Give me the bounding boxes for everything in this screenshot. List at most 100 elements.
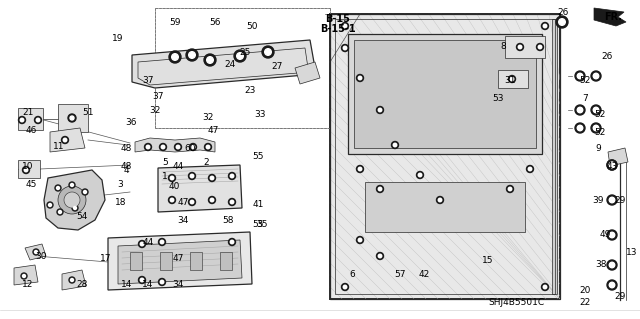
- Text: 47: 47: [207, 126, 219, 135]
- Circle shape: [356, 166, 364, 173]
- Circle shape: [228, 239, 236, 246]
- Text: 29: 29: [614, 292, 626, 301]
- Text: 11: 11: [53, 142, 65, 151]
- Text: 42: 42: [419, 270, 429, 279]
- Circle shape: [175, 144, 182, 151]
- Text: 34: 34: [177, 216, 189, 225]
- Text: 27: 27: [271, 62, 283, 71]
- Circle shape: [204, 54, 216, 66]
- Text: 3: 3: [117, 180, 123, 189]
- Circle shape: [230, 240, 234, 244]
- Circle shape: [516, 43, 524, 50]
- Circle shape: [593, 125, 599, 131]
- Text: 29: 29: [614, 196, 626, 205]
- Circle shape: [21, 273, 27, 279]
- Polygon shape: [25, 244, 46, 260]
- Circle shape: [543, 285, 547, 289]
- Circle shape: [342, 284, 349, 291]
- Circle shape: [69, 182, 75, 188]
- Bar: [18, 108, 43, 130]
- Circle shape: [56, 187, 60, 189]
- Circle shape: [577, 107, 583, 113]
- Text: 10: 10: [22, 162, 34, 171]
- Text: B-15: B-15: [326, 14, 351, 24]
- Circle shape: [607, 230, 617, 240]
- Polygon shape: [118, 240, 242, 284]
- Circle shape: [72, 205, 78, 211]
- Text: 46: 46: [26, 126, 36, 135]
- Text: 58: 58: [222, 216, 234, 225]
- Circle shape: [189, 144, 196, 151]
- Text: B-15-1: B-15-1: [320, 24, 356, 34]
- Circle shape: [230, 200, 234, 204]
- Circle shape: [211, 176, 214, 180]
- Circle shape: [211, 198, 214, 202]
- Text: 18: 18: [115, 198, 127, 207]
- Text: 50: 50: [246, 22, 258, 31]
- Circle shape: [356, 236, 364, 243]
- Circle shape: [74, 206, 77, 210]
- Circle shape: [138, 277, 145, 284]
- Circle shape: [607, 280, 617, 290]
- Text: 60: 60: [184, 144, 196, 153]
- Circle shape: [70, 116, 74, 120]
- Circle shape: [607, 160, 617, 170]
- Text: 26: 26: [602, 52, 612, 61]
- Circle shape: [68, 114, 76, 122]
- Text: 32: 32: [202, 113, 214, 122]
- Text: 59: 59: [169, 18, 180, 27]
- Circle shape: [170, 176, 173, 180]
- Circle shape: [376, 186, 383, 192]
- Circle shape: [265, 49, 271, 55]
- Circle shape: [378, 187, 381, 191]
- Circle shape: [228, 173, 236, 180]
- Circle shape: [140, 278, 144, 282]
- Circle shape: [209, 174, 216, 182]
- Circle shape: [33, 249, 39, 255]
- Circle shape: [607, 195, 617, 205]
- Circle shape: [83, 190, 86, 194]
- Circle shape: [64, 192, 80, 208]
- Circle shape: [160, 280, 164, 284]
- Text: 45: 45: [26, 180, 36, 189]
- Text: 53: 53: [492, 94, 504, 103]
- Circle shape: [189, 198, 195, 205]
- Circle shape: [35, 116, 42, 123]
- Circle shape: [607, 260, 617, 270]
- Text: 55: 55: [252, 220, 264, 229]
- Circle shape: [378, 108, 381, 112]
- Circle shape: [36, 118, 40, 122]
- Circle shape: [356, 75, 364, 81]
- Polygon shape: [330, 14, 560, 299]
- Text: 14: 14: [122, 280, 132, 289]
- Circle shape: [591, 123, 601, 133]
- Text: 49: 49: [599, 230, 611, 239]
- Bar: [498, 70, 528, 88]
- Circle shape: [207, 57, 213, 63]
- Circle shape: [376, 107, 383, 114]
- Circle shape: [70, 278, 74, 281]
- Bar: [160, 252, 172, 270]
- Text: 2: 2: [203, 158, 209, 167]
- Circle shape: [206, 145, 210, 149]
- Circle shape: [543, 24, 547, 28]
- Circle shape: [58, 186, 86, 214]
- Text: 31: 31: [504, 76, 516, 85]
- Circle shape: [438, 198, 442, 202]
- Circle shape: [49, 204, 51, 206]
- Circle shape: [575, 123, 585, 133]
- Bar: [365, 182, 525, 232]
- Circle shape: [58, 211, 61, 213]
- Text: 9: 9: [595, 144, 601, 153]
- Circle shape: [575, 71, 585, 81]
- Text: 22: 22: [579, 298, 591, 307]
- Circle shape: [343, 46, 347, 50]
- Circle shape: [237, 53, 243, 59]
- Circle shape: [140, 242, 144, 246]
- Text: 34: 34: [172, 280, 184, 289]
- Bar: [220, 252, 232, 270]
- Text: 55: 55: [252, 152, 264, 161]
- Circle shape: [209, 197, 216, 204]
- Circle shape: [510, 77, 514, 81]
- Circle shape: [176, 145, 180, 149]
